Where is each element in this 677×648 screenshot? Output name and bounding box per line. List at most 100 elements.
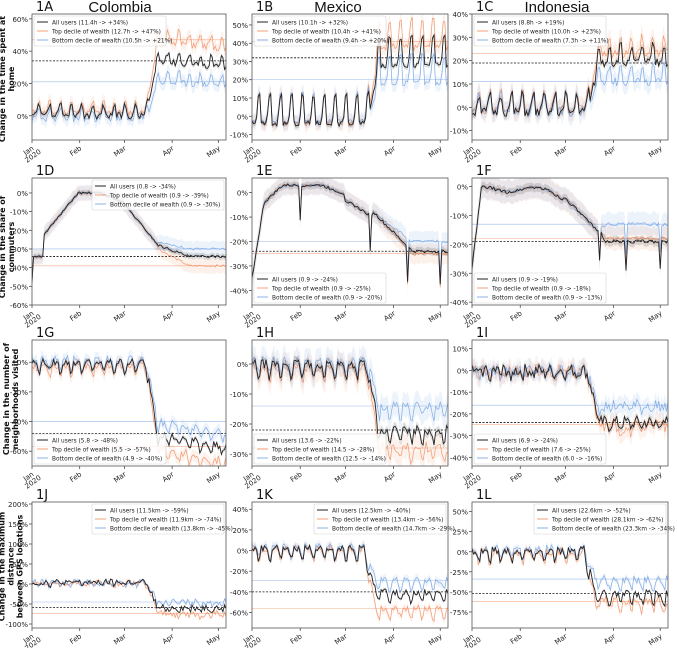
series-all <box>472 363 668 433</box>
y-tick-label: 150% <box>8 521 28 529</box>
x-tick-label: Feb <box>509 632 524 646</box>
legend-box <box>91 503 225 535</box>
y-tick-label: 25% <box>452 529 468 537</box>
legend-entry: Top decile of wealth (7.6 -> -25%) <box>491 447 591 453</box>
legend-entry: Top decile of wealth (13.4km -> -56%) <box>331 517 443 523</box>
series-top <box>252 361 448 466</box>
y-tick-label: 10% <box>452 346 468 354</box>
x-tick-label: Mar <box>333 144 349 158</box>
legend-entry: All users (6.9 -> -24%) <box>492 438 558 444</box>
y-tick-label: 0% <box>457 184 468 192</box>
x-tick-label: Mar <box>112 309 128 323</box>
x-tick-label: Feb <box>68 470 83 484</box>
x-tick-label: May <box>205 470 221 485</box>
legend: All users (12.5km -> -40%) Top decile of … <box>313 503 455 535</box>
column-title-colombia: Colombia <box>88 0 152 16</box>
x-tick-label: Apr <box>602 632 617 646</box>
y-tick-label: -40% <box>450 299 468 307</box>
x-tick-label: Apr <box>382 309 397 323</box>
axes-frame <box>31 501 227 629</box>
legend-entry: Top decile of wealth (0.9 -> -39%) <box>109 193 209 199</box>
x-tick-label: Feb <box>289 470 304 484</box>
legend-entry: Bottom decile of wealth (0.9 -> -13%) <box>492 295 602 301</box>
legend: All users (0.8 -> -34%) Top decile of wea… <box>91 179 225 211</box>
axes-frame <box>471 501 669 629</box>
y-tick-label: -10% <box>450 128 468 136</box>
plot-area <box>472 178 668 281</box>
y-tick-label: -60% <box>230 610 248 618</box>
y-tick-label: 40% <box>12 48 28 56</box>
y-tick-label: 100% <box>8 541 28 549</box>
panel-label: 1D <box>36 164 54 179</box>
x-tick-label: Feb <box>68 309 83 323</box>
y-tick-label: -50% <box>10 283 28 291</box>
x-tick-label: Apr <box>602 470 617 484</box>
y-tick-label: -30% <box>10 246 28 254</box>
axes-frame <box>471 339 669 467</box>
legend: All users (6.9 -> -24%) Top decile of wea… <box>473 433 607 465</box>
legend-entry: Bottom decile of wealth (0.9 -> -30%) <box>110 202 220 208</box>
series-all <box>32 51 226 121</box>
legend-entry: Top decile of wealth (11.9km -> -74%) <box>109 517 221 523</box>
y-tick-label: 40% <box>452 11 468 19</box>
x-tick-label: Apr <box>382 632 397 646</box>
legend: All users (11.4h -> +34%) Top decile of w… <box>33 15 172 47</box>
series-bottom <box>472 185 668 268</box>
legend-box <box>473 433 607 465</box>
y-tick-label: -30% <box>450 433 468 441</box>
x-tick-label: Mar <box>112 632 128 646</box>
plot-area <box>472 541 668 618</box>
x-tick-label: May <box>647 632 663 647</box>
axes-frame <box>251 339 449 467</box>
legend-box <box>473 15 607 47</box>
legend: All users (0.9 -> -19%) Top decile of wea… <box>473 272 607 304</box>
y-tick-label: -25% <box>450 569 468 577</box>
panel-label: 1H <box>256 326 274 341</box>
axes-frame <box>471 177 669 306</box>
x-tick-label: Apr <box>161 632 176 646</box>
y-tick-label: -100% <box>5 621 28 629</box>
x-tick-label: Mar <box>333 470 349 484</box>
series-bottom <box>472 544 668 592</box>
y-tick-label: 0% <box>237 361 248 369</box>
y-tick-label: -75% <box>450 609 468 617</box>
legend-entry: All users (8.8h -> +19%) <box>492 20 564 26</box>
y-tick-label: 40% <box>232 40 248 48</box>
legend-entry: All users (13.6 -> -22%) <box>272 438 342 444</box>
column-title-indonesia: Indonesia <box>524 0 590 16</box>
legend-entry: Bottom decile of wealth (6.0 -> -16%) <box>492 456 602 462</box>
legend-entry: Top decile of wealth (10.0h -> +23%) <box>491 29 601 35</box>
x-tick-label: Mar <box>553 632 569 646</box>
series-bottom <box>252 542 448 593</box>
legend-box <box>91 179 225 211</box>
legend-box <box>473 272 607 304</box>
legend-entry: Top decile of wealth (10.4h -> +41%) <box>271 29 381 35</box>
x-tick-label: Mar <box>553 470 569 484</box>
axes-frame <box>31 177 227 306</box>
legend: All users (8.8h -> +19%) Top decile of we… <box>473 15 609 47</box>
y-tick-label: -30% <box>450 270 468 278</box>
band-bottom <box>252 46 448 132</box>
x-tick-label: May <box>205 309 221 324</box>
y-tick-label: 50% <box>12 561 28 569</box>
x-tick-label: Feb <box>509 144 524 158</box>
y-tick-label: 0% <box>17 581 28 589</box>
legend-box <box>253 15 387 47</box>
x-tick-label: May <box>647 470 663 485</box>
x-tick-label: Feb <box>289 632 304 646</box>
legend-entry: Bottom decile of wealth (23.3km -> -34%) <box>552 526 675 532</box>
y-tick-label: 0% <box>457 367 468 375</box>
legend-entry: Bottom decile of wealth (13.8km -> -45%) <box>110 526 233 532</box>
series-all <box>472 544 668 608</box>
legend-entry: All users (0.9 -> -24%) <box>272 277 338 283</box>
x-tick-label: May <box>647 309 663 324</box>
legend-entry: All users (22.6km -> -52%) <box>552 508 631 514</box>
legend-entry: Top decile of wealth (0.9 -> -18%) <box>491 286 591 292</box>
